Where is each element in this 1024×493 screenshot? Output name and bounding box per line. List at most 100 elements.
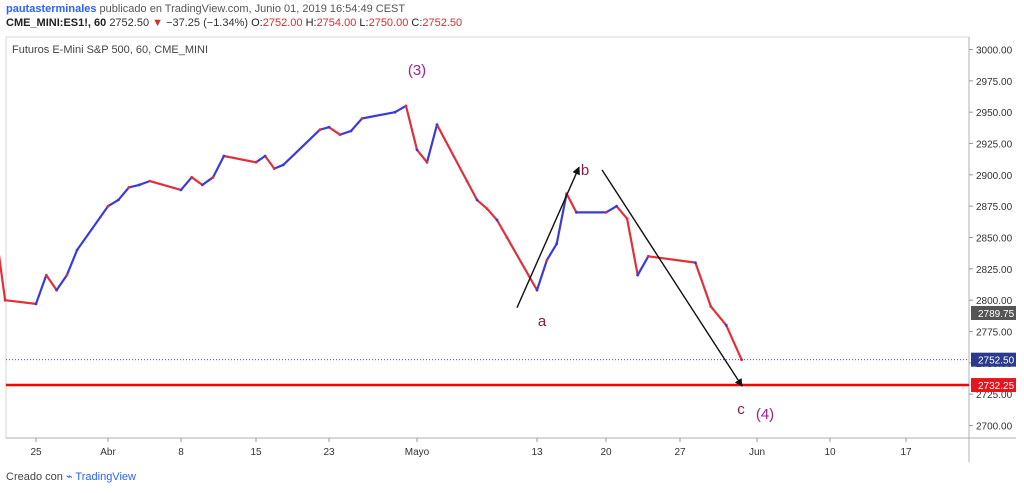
data-point [604,211,608,214]
data-point [615,204,618,208]
price-bar-down [3,299,38,305]
price-bars [0,104,743,362]
data-point [349,129,353,133]
data-point [190,175,194,179]
data-point [117,198,120,202]
price-bar-down [190,176,204,186]
data-point [404,104,408,108]
data-point [495,218,499,222]
price-bar-down [694,261,712,308]
x-tick-label: 13 [531,447,543,458]
price-axis[interactable]: 2700.002725.002750.002775.002800.002825.… [969,46,1013,433]
data-point [360,117,364,120]
price-bar-down [435,123,469,183]
price-bar-up [425,123,439,164]
y-tick-label: 2875.00 [976,202,1013,213]
price-bar-up [65,248,79,277]
data-point [485,207,489,211]
x-tick-label: 25 [30,447,42,458]
resistance-price-tag: 2789.75 [978,309,1015,320]
price-bar-down [404,104,419,151]
data-point [724,323,728,327]
data-point [694,261,697,264]
y-tick-label: 3000.00 [976,46,1013,57]
price-bar-down [495,218,509,239]
data-point [137,183,141,187]
data-point [338,133,342,137]
data-point [318,128,322,132]
data-point [106,204,110,208]
data-point [254,160,258,164]
y-tick-label: 2850.00 [976,234,1013,245]
down-arrow-icon: ▼ [152,17,164,29]
data-point [425,160,429,164]
price-bar-up [318,126,331,131]
price-bar-up [545,242,558,262]
price-bar-down [485,207,499,222]
price-bar-down [725,324,743,361]
price-bar-down [505,236,539,292]
data-point [282,163,285,167]
data-point [127,186,131,189]
close-label: C: [411,17,423,29]
price-bar-up [75,205,110,252]
tradingview-brand[interactable]: TradingView [75,471,136,483]
y-tick-label: 2825.00 [976,265,1013,276]
data-point [327,125,331,129]
data-point [545,258,549,262]
low-value: 2750.00 [368,17,409,29]
wave-label-4: (4) [756,406,774,423]
y-tick-label: 2725.00 [976,390,1013,401]
publish-line: pautasterminales publicado en TradingVie… [6,3,405,15]
data-point [34,302,38,306]
price-bar-up [55,274,69,292]
x-tick-label: 17 [900,447,912,458]
y-tick-label: 2700.00 [976,421,1013,432]
price-bar-up [349,117,364,133]
data-point [475,198,479,202]
price-bar-up [201,176,215,186]
time-axis[interactable]: 25 Abr 8 15 23 Mayo 13 20 27 Jun 10 17 [30,438,912,458]
wave-label-3: (3) [408,62,426,79]
data-point [435,123,439,127]
y-tick-label: 2950.00 [976,108,1013,119]
support-price-tag: 2732.25 [978,381,1015,392]
y-tick-label: 2900.00 [976,171,1013,182]
last-price-tag-bg [971,352,1016,367]
data-point [55,288,58,292]
price-bar-up [555,192,568,245]
symbol-label[interactable]: CME_MINI:ES1!, 60 [6,17,107,29]
price-bar-down [625,217,639,277]
data-point [222,154,226,158]
data-point [625,217,629,221]
data-point [393,110,397,114]
price-bar-up [179,176,193,191]
price-bar-up [636,255,650,277]
x-tick-label: 8 [178,447,184,458]
author-link[interactable]: pautasterminales [6,3,97,15]
open-value: 2752.00 [262,17,303,29]
price-bar-down [615,205,629,220]
data-point [646,254,650,258]
plot-area[interactable] [5,36,970,439]
price-bar-down [148,180,183,191]
price-bar-up [254,154,267,164]
data-point [535,288,539,292]
price-bar-down [264,154,276,170]
data-point [555,242,559,246]
arrow-a-to-b [516,166,580,308]
price-bar-up [34,274,48,305]
price-bar-up [338,129,353,136]
wave-label-b: b [581,162,589,179]
x-tick-label: Abr [100,447,116,458]
support-price-tag-bg [971,378,1016,393]
tradingview-logo-icon: ⌁ [65,471,73,483]
price-bar-up [604,205,618,214]
high-value: 2754.00 [316,17,357,29]
price-bar-down [45,274,58,292]
price-bar-down [475,198,489,210]
created-with-label: Creado con [6,471,63,483]
wave-annotations: (3) a b c (4) [408,62,774,423]
price-bar-down [415,148,429,164]
